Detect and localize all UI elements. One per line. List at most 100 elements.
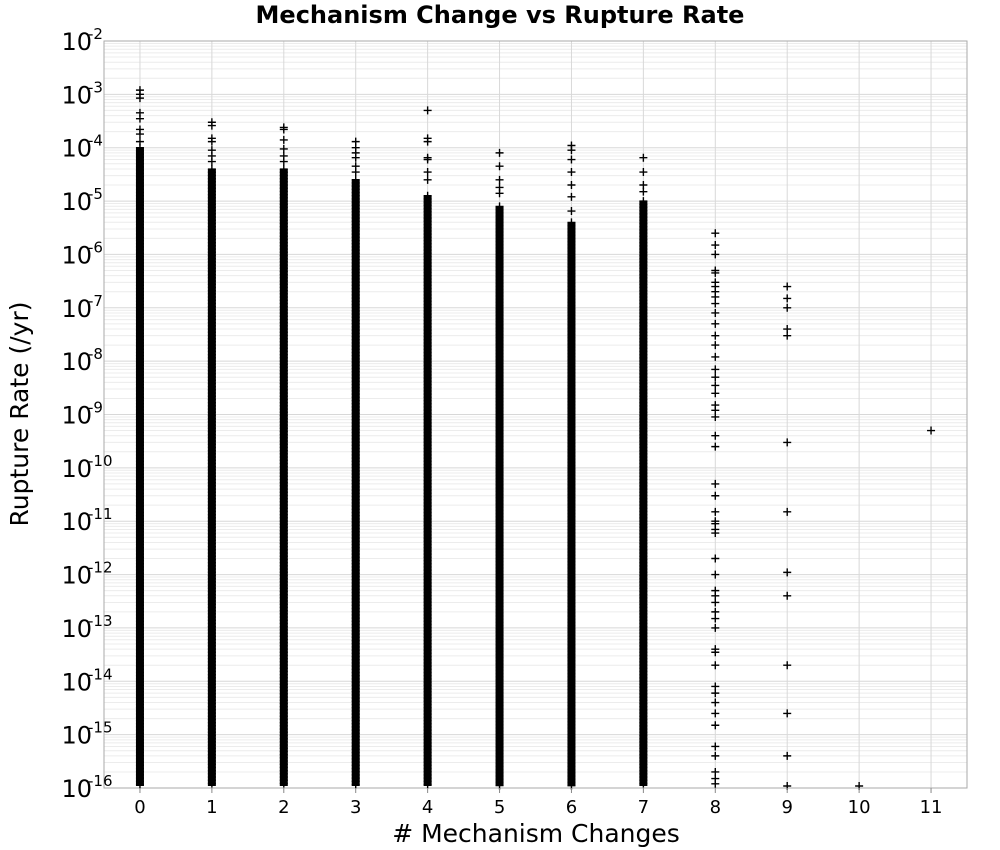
y-tick-exponent: -8 xyxy=(88,345,103,363)
data-point xyxy=(639,153,648,162)
x-tick-label: 8 xyxy=(710,797,721,818)
y-axis-label: Rupture Rate (/yr) xyxy=(5,302,34,527)
data-point xyxy=(783,282,792,291)
data-point xyxy=(711,689,720,698)
data-point xyxy=(711,779,720,788)
data-point xyxy=(783,438,792,447)
x-tick-label: 7 xyxy=(638,797,649,818)
data-point xyxy=(495,162,504,171)
y-tick-label: 10 xyxy=(61,562,92,590)
data-point xyxy=(135,94,144,103)
data-point xyxy=(279,157,288,166)
y-tick-label: 10 xyxy=(61,775,92,803)
data-point xyxy=(783,507,792,516)
data-point xyxy=(567,146,576,155)
y-tick-label: 10 xyxy=(61,615,92,643)
data-point xyxy=(423,155,432,164)
data-point xyxy=(207,121,216,130)
y-tick-exponent: -11 xyxy=(88,505,113,523)
data-point xyxy=(711,241,720,250)
data-point xyxy=(711,442,720,451)
data-point xyxy=(423,780,432,789)
y-tick-exponent: -6 xyxy=(88,238,103,256)
data-point xyxy=(711,308,720,317)
data-point xyxy=(711,709,720,718)
y-tick-label: 10 xyxy=(61,348,92,376)
data-point xyxy=(783,751,792,760)
data-point xyxy=(711,661,720,670)
data-points xyxy=(135,86,936,790)
data-point xyxy=(567,181,576,190)
data-point xyxy=(711,299,720,308)
data-point xyxy=(783,661,792,670)
data-point xyxy=(639,181,648,190)
data-point xyxy=(783,303,792,312)
data-point xyxy=(711,479,720,488)
y-tick-exponent: -5 xyxy=(88,185,103,203)
data-point xyxy=(567,192,576,201)
y-tick-exponent: -4 xyxy=(88,132,103,150)
x-tick-label: 9 xyxy=(781,797,792,818)
data-point xyxy=(711,341,720,350)
x-tick-label: 10 xyxy=(848,797,871,818)
data-point xyxy=(135,137,144,146)
data-point xyxy=(711,352,720,361)
y-tick-label: 10 xyxy=(61,508,92,536)
y-tick-label: 10 xyxy=(61,295,92,323)
data-point xyxy=(711,648,720,657)
data-point xyxy=(711,598,720,607)
data-point xyxy=(711,331,720,340)
x-tick-label: 3 xyxy=(350,797,361,818)
data-point xyxy=(783,591,792,600)
data-point xyxy=(567,207,576,216)
data-point xyxy=(567,168,576,177)
data-point xyxy=(351,780,360,789)
data-point xyxy=(711,607,720,616)
data-point xyxy=(135,780,144,789)
data-point xyxy=(279,135,288,144)
data-point xyxy=(711,250,720,259)
data-point xyxy=(351,168,360,177)
data-point xyxy=(711,570,720,579)
data-point xyxy=(135,114,144,123)
y-tick-exponent: -2 xyxy=(88,25,103,43)
data-point xyxy=(495,175,504,184)
data-point xyxy=(495,189,504,198)
data-point xyxy=(783,331,792,340)
data-point xyxy=(135,130,144,139)
y-tick-exponent: -14 xyxy=(88,665,113,683)
y-tick-exponent: -3 xyxy=(88,78,103,96)
data-point xyxy=(495,148,504,157)
data-point xyxy=(711,554,720,563)
y-tick-label: 10 xyxy=(61,188,92,216)
y-tick-label: 10 xyxy=(61,668,92,696)
y-tick-exponent: -13 xyxy=(88,612,113,630)
data-point xyxy=(711,365,720,374)
data-point xyxy=(711,507,720,516)
y-tick-label: 10 xyxy=(61,722,92,750)
data-point xyxy=(279,779,288,788)
data-point xyxy=(711,742,720,751)
data-point xyxy=(711,268,720,277)
chart-title: Mechanism Change vs Rupture Rate xyxy=(256,1,745,29)
y-tick-exponent: -15 xyxy=(88,719,113,737)
data-point xyxy=(711,623,720,632)
y-tick-label: 10 xyxy=(61,81,92,109)
data-point xyxy=(711,491,720,500)
data-point xyxy=(711,591,720,600)
data-point xyxy=(279,144,288,153)
y-axis-ticks: 10-210-310-410-510-610-710-810-910-1010-… xyxy=(61,25,112,803)
y-tick-exponent: -10 xyxy=(88,452,113,470)
data-point xyxy=(207,779,216,788)
data-point xyxy=(711,412,720,421)
data-point xyxy=(423,175,432,184)
data-point xyxy=(639,779,648,788)
data-point xyxy=(423,106,432,115)
y-tick-exponent: -16 xyxy=(88,772,113,790)
data-point xyxy=(711,373,720,382)
data-point xyxy=(279,125,288,134)
data-point xyxy=(567,155,576,164)
x-tick-label: 11 xyxy=(920,797,943,818)
x-tick-label: 5 xyxy=(494,797,505,818)
